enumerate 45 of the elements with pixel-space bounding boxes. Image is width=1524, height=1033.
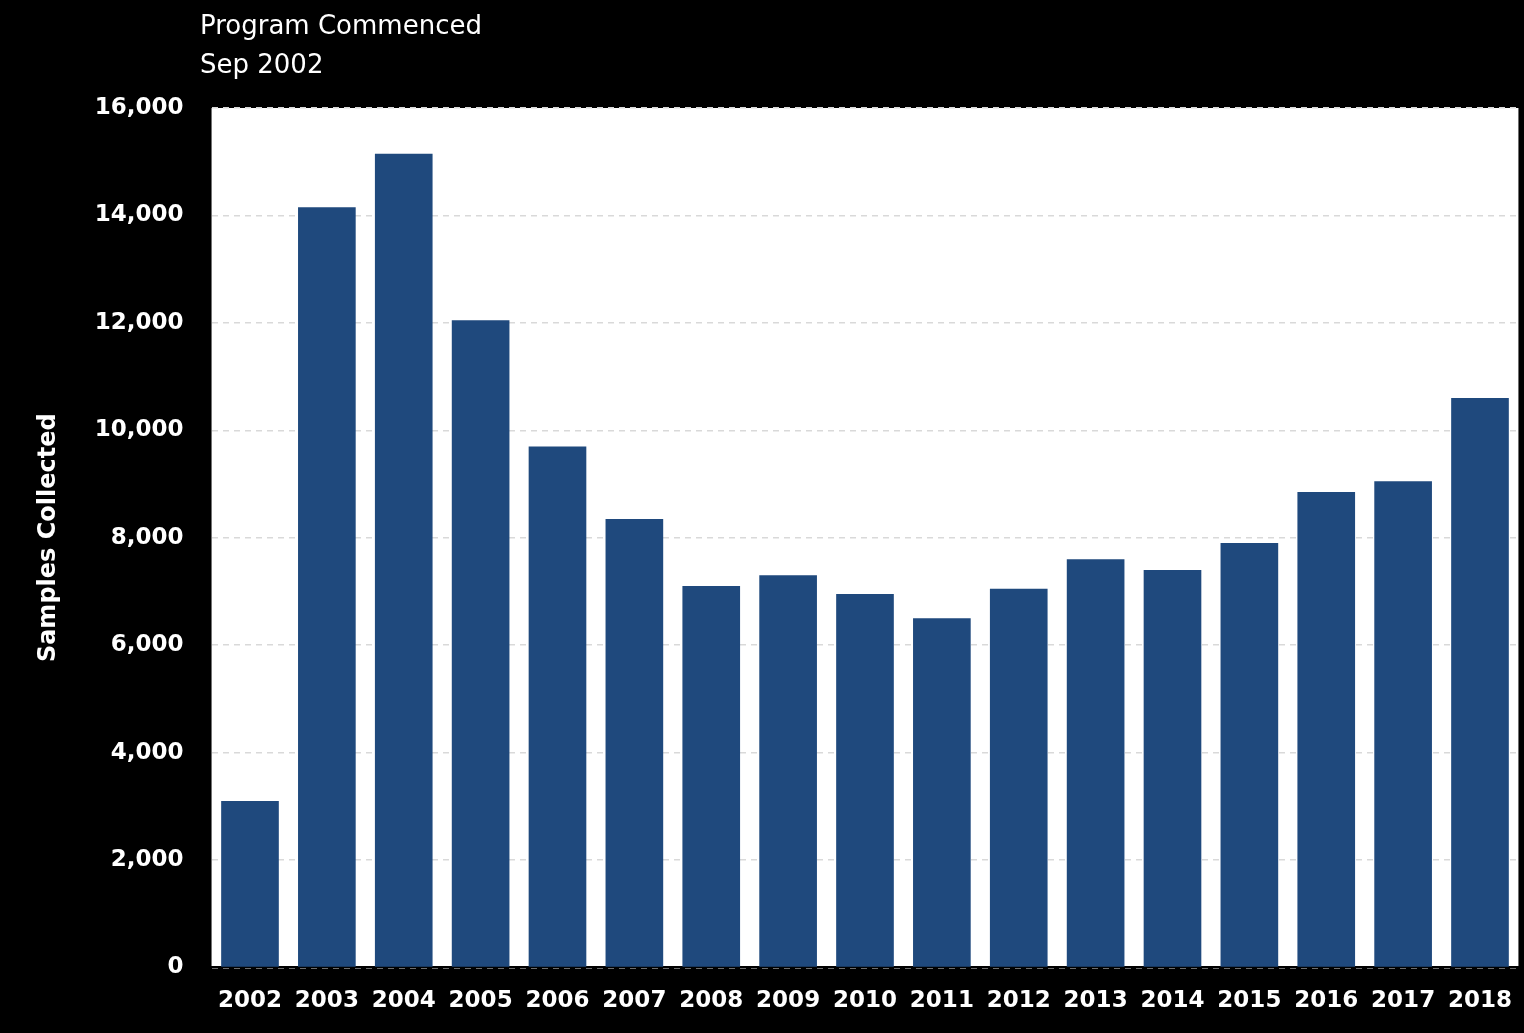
y-tick-label: 12,000 [94, 307, 184, 334]
bar [221, 800, 279, 967]
y-tick-label: 8,000 [110, 522, 184, 549]
text: Program Commenced Sep 2002 [200, 9, 482, 81]
bar [1143, 569, 1202, 967]
bar [298, 207, 356, 967]
bar [1451, 398, 1509, 967]
x-tick-label: 2003 [294, 986, 359, 1013]
x-tick-label: 2015 [1217, 986, 1282, 1013]
bar [759, 575, 817, 967]
y-tick-label: 0 [167, 952, 184, 979]
bar [913, 618, 971, 967]
x-tick-label: 2002 [217, 986, 282, 1013]
bar [528, 446, 587, 967]
y-tick-label: 6,000 [110, 630, 184, 657]
x-tick-label: 2017 [1371, 986, 1436, 1013]
bar [374, 153, 433, 967]
bar [1066, 559, 1125, 967]
x-tick-label: 2016 [1294, 986, 1359, 1013]
bar [682, 586, 741, 967]
bar [451, 320, 510, 967]
bar [1374, 481, 1432, 967]
bar [605, 518, 664, 967]
x-tick-label: 2006 [525, 986, 590, 1013]
x-tick-label: 2008 [679, 986, 744, 1013]
x-tick-label: 2010 [832, 986, 897, 1013]
y-axis-title: Samples Collected [32, 413, 61, 663]
x-tick-label: 2018 [1447, 986, 1512, 1013]
x-tick-label: 2014 [1140, 986, 1205, 1013]
y-tick-label: 2,000 [110, 844, 184, 871]
x-tick-label: 2005 [448, 986, 513, 1013]
x-tick-label: 2009 [756, 986, 821, 1013]
bar [1220, 543, 1279, 967]
y-tick-label: 16,000 [94, 92, 184, 119]
bar [989, 588, 1048, 967]
bar [1297, 492, 1356, 967]
x-tick-label: 2011 [909, 986, 974, 1013]
x-tick-label: 2013 [1063, 986, 1128, 1013]
y-tick-label: 4,000 [110, 737, 184, 764]
bar [836, 594, 894, 967]
y-tick-label: 14,000 [94, 200, 184, 227]
x-tick-label: 2012 [986, 986, 1051, 1013]
y-tick-label: 10,000 [94, 415, 184, 442]
x-tick-label: 2004 [371, 986, 436, 1013]
x-tick-label: 2007 [602, 986, 667, 1013]
